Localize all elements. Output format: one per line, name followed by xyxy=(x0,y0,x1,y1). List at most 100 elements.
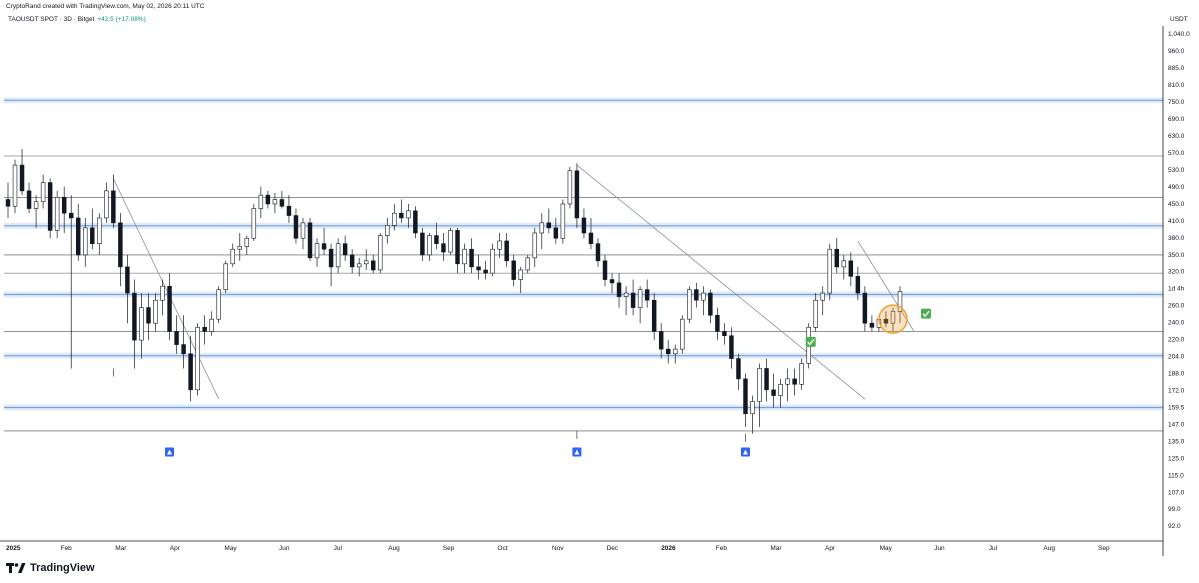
candle xyxy=(827,243,832,301)
candle-down xyxy=(546,222,552,229)
candle-down xyxy=(307,222,313,259)
check-badge-icon xyxy=(920,308,931,319)
price-tick-label: 350.0 xyxy=(1168,252,1185,259)
candle-up xyxy=(83,227,88,256)
candle-up xyxy=(272,199,278,205)
candle-up xyxy=(567,170,573,205)
candle-down xyxy=(651,299,657,332)
candle-down xyxy=(644,289,650,301)
candle xyxy=(546,208,552,233)
price-tick-label: 690.0 xyxy=(1168,116,1185,123)
brand-footer[interactable]: TradingView xyxy=(6,561,95,575)
candle xyxy=(792,368,797,396)
candle-down xyxy=(792,378,797,385)
candle-down xyxy=(553,227,559,239)
candle-down xyxy=(47,182,53,231)
price-tick-label: 159.5 xyxy=(1168,404,1185,411)
candle-down xyxy=(483,269,488,274)
time-tick-label: Aug xyxy=(388,545,400,552)
candle xyxy=(321,227,327,255)
candle xyxy=(483,260,488,280)
candle-up xyxy=(153,299,158,324)
candle xyxy=(504,232,509,267)
price-tick-label: 630.0 xyxy=(1168,133,1185,140)
candle-down xyxy=(476,266,481,271)
candle-down xyxy=(279,199,285,207)
candle-up xyxy=(356,263,362,268)
candle xyxy=(799,358,804,390)
candle xyxy=(111,174,116,228)
candle-up xyxy=(813,299,818,328)
candle-down xyxy=(265,194,271,205)
annotations xyxy=(165,304,931,457)
candle xyxy=(167,273,172,341)
rocket-marker-icon xyxy=(740,447,750,457)
candle xyxy=(553,217,559,244)
candle xyxy=(342,235,348,261)
candle-down xyxy=(848,260,854,277)
time-tick-label: Apr xyxy=(825,545,836,552)
candle-down xyxy=(581,217,587,234)
candle-up xyxy=(539,222,545,234)
candle xyxy=(722,323,727,345)
candle xyxy=(202,315,207,345)
candle-down xyxy=(722,331,727,337)
price-axis[interactable]: 1,040.0 960.0 885.0 810.0 750.0 690.0 630.0 570… xyxy=(1162,26,1190,556)
price-tick-label: 450.0 xyxy=(1168,201,1185,208)
candle xyxy=(743,373,748,427)
candle xyxy=(399,199,404,223)
check-mark xyxy=(807,338,815,346)
candle xyxy=(644,279,650,308)
candle-up xyxy=(230,248,235,265)
candle-down xyxy=(883,318,889,324)
candle xyxy=(279,190,285,209)
candle xyxy=(448,227,453,255)
candle-down xyxy=(286,205,292,216)
chart-credit-text: CryptoRand created with TradingView.com,… xyxy=(6,3,205,10)
candle xyxy=(785,368,790,402)
candle xyxy=(518,266,523,294)
candle-down xyxy=(19,164,25,192)
check-mark xyxy=(922,310,930,318)
candle-down xyxy=(616,282,622,297)
candle xyxy=(848,252,854,287)
candle xyxy=(370,254,376,274)
candle-down xyxy=(708,292,713,316)
check-badge-bg xyxy=(805,336,816,347)
candle-down xyxy=(665,348,671,355)
candle-up xyxy=(33,201,39,209)
candle-down xyxy=(595,243,601,262)
candle-up xyxy=(378,235,383,271)
candle-up xyxy=(12,164,18,207)
candle-down xyxy=(174,331,179,345)
candle-down xyxy=(469,248,474,268)
brand-name: TradingView xyxy=(30,562,95,574)
candle-down xyxy=(132,292,137,341)
candle-down xyxy=(504,240,509,262)
candle xyxy=(539,213,545,250)
candle xyxy=(588,217,594,250)
candle xyxy=(834,238,840,274)
price-tick-label: 204.0 xyxy=(1168,354,1185,361)
candle xyxy=(764,358,769,402)
candle-down xyxy=(736,358,741,380)
candle xyxy=(616,273,622,308)
time-axis[interactable]: 2025 Feb Mar Apr May Jun Jul Aug Sep Oct Nov Dec 202… xyxy=(0,540,1163,552)
time-tick-label: 2025 xyxy=(6,545,21,552)
candle xyxy=(651,293,657,341)
candle-up xyxy=(244,237,250,247)
candle-up xyxy=(251,208,257,239)
candle xyxy=(623,286,629,316)
candle-down xyxy=(76,217,81,256)
candle xyxy=(40,174,46,209)
candle-down xyxy=(68,212,74,219)
candle-down xyxy=(729,335,734,359)
price-tick-label: 260.0 xyxy=(1168,303,1185,310)
symbol-info: TAOUSDT SPOT · 3D · Bitget +42.5 (+17.08%… xyxy=(8,16,146,23)
candle xyxy=(778,378,783,408)
tradingview-logo-icon xyxy=(6,562,26,574)
candle-up xyxy=(799,363,804,385)
time-tick-label: Jun xyxy=(279,545,290,552)
candle-down xyxy=(188,353,193,391)
